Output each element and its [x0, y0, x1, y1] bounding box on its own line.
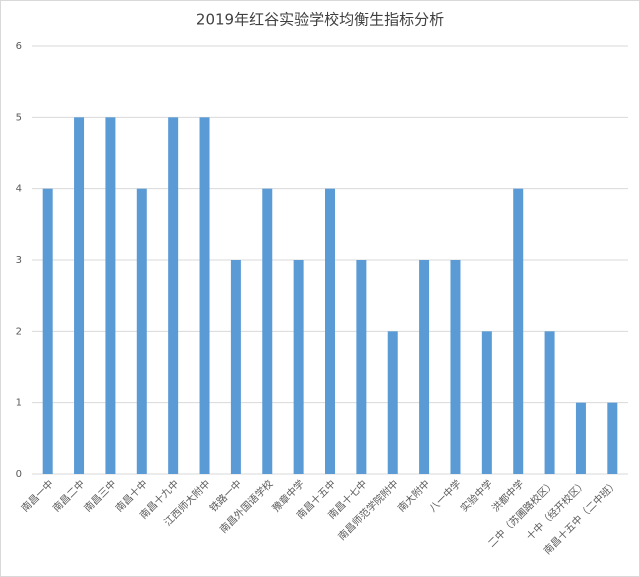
chart-title: 2019年红谷实验学校均衡生指标分析 — [196, 11, 444, 29]
bar — [199, 117, 210, 474]
y-tick-label: 1 — [16, 398, 22, 409]
bar — [513, 188, 524, 474]
bar — [481, 331, 492, 474]
bar — [419, 260, 430, 474]
bar — [293, 260, 304, 474]
y-tick-label: 2 — [16, 326, 22, 337]
bar — [262, 188, 273, 474]
bar — [356, 260, 367, 474]
bar — [74, 117, 85, 474]
bar — [575, 402, 586, 474]
bar — [42, 188, 53, 474]
y-tick-label: 3 — [16, 255, 22, 266]
bar — [387, 331, 398, 474]
y-tick-label: 0 — [16, 469, 22, 480]
bar — [168, 117, 179, 474]
bar — [136, 188, 147, 474]
bar — [607, 402, 618, 474]
bar — [230, 260, 241, 474]
y-tick-label: 4 — [16, 184, 22, 195]
bar — [450, 260, 461, 474]
y-tick-label: 6 — [16, 41, 22, 52]
bar — [105, 117, 116, 474]
bar — [544, 331, 555, 474]
bar — [325, 188, 335, 474]
y-tick-label: 5 — [16, 112, 22, 123]
